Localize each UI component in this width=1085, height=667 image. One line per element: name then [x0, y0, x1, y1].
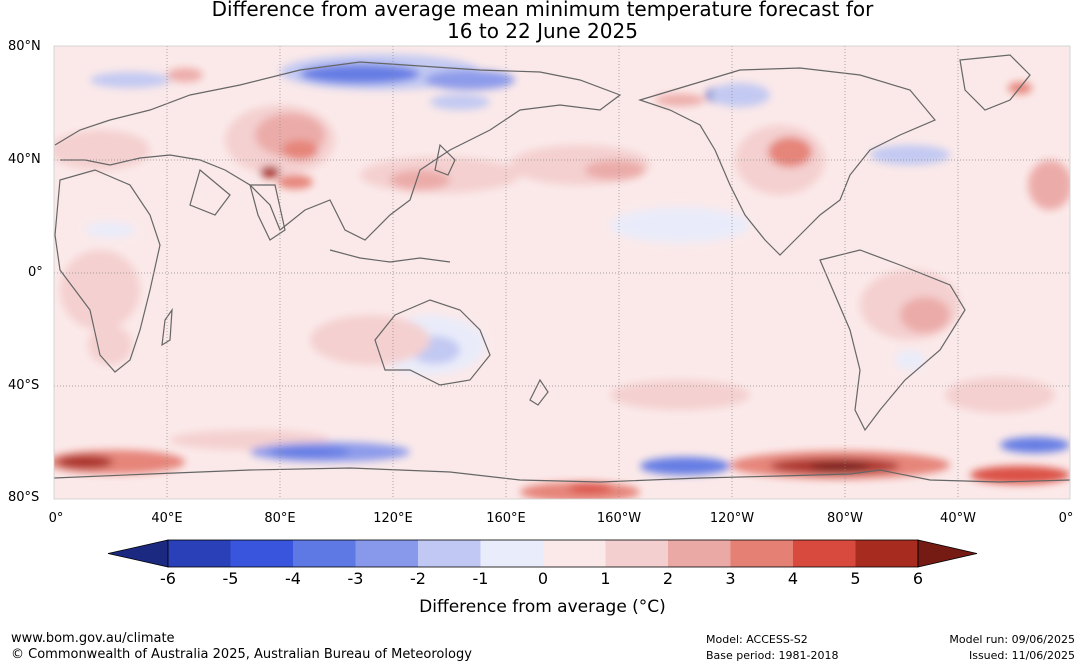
lat-label-equator: 0° — [28, 265, 43, 280]
anomaly-area — [610, 207, 750, 243]
lon-label-160e: 160°E — [486, 511, 526, 526]
colorbar-bin — [793, 540, 856, 567]
anomaly-area — [585, 160, 645, 180]
lat-label-80n: 80°N — [8, 39, 41, 54]
anomaly-area — [282, 140, 318, 160]
anomaly-area — [895, 350, 925, 370]
footer-base-period: Base period: 1981-2018 — [706, 649, 839, 662]
lon-label-80e: 80°E — [264, 511, 296, 526]
lon-label-120w: 120°W — [709, 511, 755, 526]
lon-label-80w: 80°W — [827, 511, 863, 526]
colorbar-tick-label: 5 — [850, 569, 861, 588]
anomaly-area — [85, 222, 135, 238]
colorbar-bin — [418, 540, 481, 567]
colorbar-tick-label: -1 — [472, 569, 489, 588]
anomaly-area — [90, 72, 170, 88]
footer-copyright: © Commonwealth of Australia 2025, Austra… — [11, 647, 472, 662]
lat-label-80s: 80°S — [8, 490, 40, 505]
anomaly-area — [310, 315, 430, 365]
map-title-line1: Difference from average mean minimum tem… — [211, 0, 874, 21]
lon-label-120e: 120°E — [373, 511, 413, 526]
colorbar-tick-label: 4 — [787, 569, 799, 588]
colorbar-tick-label: 2 — [662, 569, 674, 588]
footer-model-run: Model run: 09/06/2025 — [949, 633, 1075, 646]
anomaly-area — [1000, 437, 1070, 453]
colorbar-tick-label: -5 — [222, 569, 239, 588]
coastlines — [54, 54, 1070, 483]
anomaly-area — [390, 170, 450, 190]
map-frame — [53, 45, 1071, 500]
anomaly-area — [900, 297, 950, 333]
colorbar-bin — [730, 540, 793, 567]
colorbar-tick-label: -3 — [347, 569, 364, 588]
colorbar-tick-label: 0 — [537, 569, 549, 588]
lon-label-0: 0° — [48, 511, 64, 526]
lon-label-0-right: 0° — [1058, 511, 1074, 526]
anomaly-map — [53, 45, 1071, 500]
anomaly-area — [640, 457, 730, 475]
colorbar-bin — [605, 540, 668, 567]
footer-issued: Issued: 11/06/2025 — [968, 649, 1075, 662]
colorbar-tick-label: -4 — [285, 569, 301, 588]
anomaly-area — [300, 64, 420, 84]
footer-model: Model: ACCESS-S2 — [706, 633, 808, 646]
anomaly-area — [88, 325, 132, 365]
lon-label-40w: 40°W — [940, 511, 976, 526]
map-title-line2: 16 to 22 June 2025 — [447, 19, 638, 43]
colorbar-bin — [168, 540, 231, 567]
anomaly-area — [610, 380, 750, 410]
anomaly-area — [260, 166, 280, 178]
colorbar-bin — [480, 540, 543, 567]
anomaly-area — [167, 68, 203, 82]
anomaly-area — [970, 466, 1070, 484]
lat-label-40s: 40°S — [8, 378, 40, 393]
colorbar-bin — [355, 540, 418, 567]
anomaly-area — [277, 175, 313, 189]
colorbar-tick-label: 1 — [600, 569, 611, 588]
anomaly-area — [270, 446, 350, 458]
anomaly-area — [57, 455, 113, 469]
graticule — [54, 46, 1070, 499]
lon-label-40e: 40°E — [151, 511, 183, 526]
colorbar-bin — [855, 540, 918, 567]
colorbar-frame — [167, 539, 919, 568]
anomaly-area — [655, 94, 705, 106]
anomaly-area — [1028, 160, 1070, 210]
colorbar-tick-label: 3 — [725, 569, 736, 588]
anomaly-area — [430, 94, 490, 110]
anomaly-area — [425, 70, 515, 90]
lat-label-40n: 40°N — [8, 152, 41, 167]
colorbar-arrow-low — [107, 539, 169, 568]
colorbar-bin — [543, 540, 606, 567]
colorbar-tick-label: 6 — [912, 569, 924, 588]
footer-url[interactable]: www.bom.gov.au/climate — [11, 631, 175, 646]
lon-label-160w: 160°W — [596, 511, 642, 526]
anomaly-area — [810, 462, 870, 472]
colorbar-bin — [293, 540, 356, 567]
colorbar-tick-label: -2 — [410, 569, 426, 588]
anomaly-area — [568, 483, 612, 493]
anomaly-area — [710, 83, 770, 107]
colorbar-label: Difference from average (°C) — [419, 597, 666, 617]
colorbar-arrow-high — [917, 539, 978, 568]
colorbar-bin — [230, 540, 293, 567]
anomaly-area — [768, 137, 812, 167]
anomaly-area — [60, 250, 140, 330]
colorbar-tick-label: -6 — [160, 569, 176, 588]
colorbar-bin — [668, 540, 731, 567]
